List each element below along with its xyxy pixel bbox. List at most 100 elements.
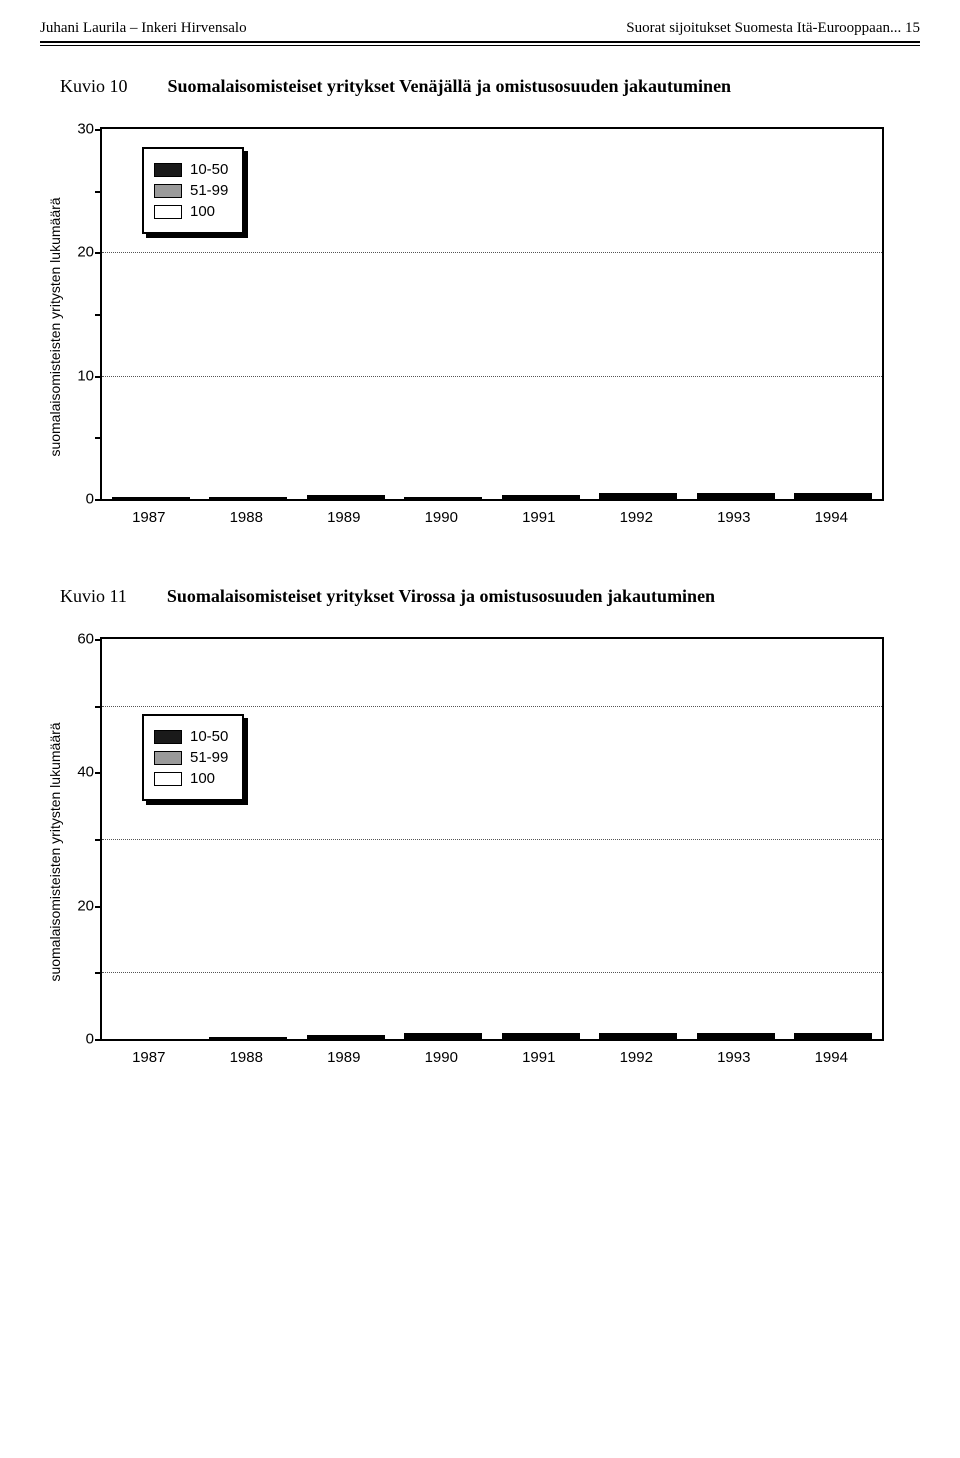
legend-swatch — [154, 730, 182, 744]
bar — [404, 1033, 482, 1039]
bar-segment-s1 — [404, 497, 482, 499]
chart1-title-row: Kuvio 10 Suomalaisomisteiset yritykset V… — [60, 76, 920, 97]
ytick-label: 60 — [62, 631, 94, 648]
legend-swatch — [154, 163, 182, 177]
legend-swatch — [154, 184, 182, 198]
bar — [209, 497, 287, 499]
gridline — [102, 376, 882, 377]
legend-label: 100 — [190, 203, 215, 220]
chart2-frame: 10-5051-99100 0204060 — [100, 637, 884, 1041]
xtick-label: 1994 — [792, 1049, 870, 1066]
chart2-plot — [102, 639, 882, 1039]
ytick-label: 20 — [62, 244, 94, 261]
chart-block-2: Kuvio 11 Suomalaisomisteiset yritykset V… — [40, 586, 920, 1066]
chart2-title: Suomalaisomisteiset yritykset Virossa ja… — [167, 586, 715, 607]
bar — [404, 497, 482, 499]
chart1-xaxis: 1987 1988 1989 1990 1991 1992 1993 1994 — [100, 509, 880, 526]
legend-label: 51-99 — [190, 749, 228, 766]
xtick-label: 1988 — [207, 509, 285, 526]
xtick-label: 1993 — [695, 509, 773, 526]
xtick-label: 1989 — [305, 509, 383, 526]
bar — [307, 495, 385, 499]
bar-segment-s1 — [404, 1037, 482, 1039]
header-left: Juhani Laurila – Inkeri Hirvensalo — [40, 20, 247, 37]
bar — [599, 493, 677, 499]
bar-segment-s1 — [599, 497, 677, 499]
chart2-kuvio-label: Kuvio 11 — [60, 586, 127, 607]
bar-segment-s1 — [209, 497, 287, 499]
chart2-legend: 10-50 51-99 100 — [142, 714, 244, 801]
legend-label: 51-99 — [190, 182, 228, 199]
gridline — [102, 706, 882, 707]
ytick-label: 30 — [62, 121, 94, 138]
bar-segment-s1 — [697, 1037, 775, 1039]
ytick-label: 0 — [62, 491, 94, 508]
xtick-label: 1987 — [110, 509, 188, 526]
bar — [697, 1033, 775, 1039]
gridline — [102, 972, 882, 973]
xtick-label: 1990 — [402, 509, 480, 526]
bar — [599, 1033, 677, 1039]
bar-segment-s1 — [599, 1037, 677, 1039]
header-right: Suorat sijoitukset Suomesta Itä-Eurooppa… — [626, 20, 920, 37]
legend-label: 10-50 — [190, 728, 228, 745]
header-rule-thin — [40, 45, 920, 46]
xtick-label: 1988 — [207, 1049, 285, 1066]
bar-segment-s1 — [307, 1037, 385, 1039]
ytick-label: 10 — [62, 367, 94, 384]
bar-segment-s1 — [502, 1037, 580, 1039]
bar — [502, 495, 580, 499]
chart-block-1: Kuvio 10 Suomalaisomisteiset yritykset V… — [40, 76, 920, 526]
chart2-y-label: suomalaisomisteisten yritysten lukumäärä — [47, 722, 63, 981]
legend-item: 10-50 — [154, 728, 228, 745]
chart1-y-label: suomalaisomisteisten yritysten lukumäärä — [47, 197, 63, 456]
xtick-label: 1991 — [500, 1049, 578, 1066]
bar-segment-s1 — [794, 1037, 872, 1039]
legend-item: 10-50 — [154, 161, 228, 178]
chart1-frame: 10-5051-99100 0102030 — [100, 127, 884, 501]
legend-item: 100 — [154, 770, 228, 787]
chart2-title-row: Kuvio 11 Suomalaisomisteiset yritykset V… — [60, 586, 920, 607]
bar — [794, 1033, 872, 1039]
xtick-label: 1993 — [695, 1049, 773, 1066]
xtick-label: 1992 — [597, 509, 675, 526]
legend-item: 51-99 — [154, 182, 228, 199]
bar-segment-s1 — [697, 497, 775, 499]
bar-segment-s1 — [209, 1037, 287, 1039]
legend-swatch — [154, 205, 182, 219]
legend-label: 10-50 — [190, 161, 228, 178]
chart2-xaxis: 1987 1988 1989 1990 1991 1992 1993 1994 — [100, 1049, 880, 1066]
bar-segment-s1 — [307, 497, 385, 499]
header-rule-thick — [40, 41, 920, 43]
chart2-outer: suomalaisomisteisten yritysten lukumäärä… — [100, 637, 920, 1066]
bar — [794, 493, 872, 499]
xtick-label: 1989 — [305, 1049, 383, 1066]
gridline — [102, 839, 882, 840]
ytick-label: 40 — [62, 764, 94, 781]
xtick-label: 1987 — [110, 1049, 188, 1066]
xtick-label: 1994 — [792, 509, 870, 526]
bar-segment-s1 — [502, 497, 580, 499]
legend-item: 51-99 — [154, 749, 228, 766]
gridline — [102, 252, 882, 253]
xtick-label: 1992 — [597, 1049, 675, 1066]
bar — [697, 493, 775, 499]
legend-item: 100 — [154, 203, 228, 220]
ytick-label: 20 — [62, 897, 94, 914]
page: Juhani Laurila – Inkeri Hirvensalo Suora… — [0, 0, 960, 1146]
page-header: Juhani Laurila – Inkeri Hirvensalo Suora… — [40, 20, 920, 37]
bar-segment-s1 — [794, 497, 872, 499]
chart1-legend: 10-50 51-99 100 — [142, 147, 244, 234]
chart1-outer: suomalaisomisteisten yritysten lukumäärä… — [100, 127, 920, 526]
chart1-kuvio-label: Kuvio 10 — [60, 76, 128, 97]
chart1-title: Suomalaisomisteiset yritykset Venäjällä … — [168, 76, 732, 97]
bar — [502, 1033, 580, 1039]
xtick-label: 1991 — [500, 509, 578, 526]
bar — [307, 1035, 385, 1039]
bar-segment-s1 — [112, 497, 190, 499]
bar — [209, 1037, 287, 1039]
legend-label: 100 — [190, 770, 215, 787]
xtick-label: 1990 — [402, 1049, 480, 1066]
legend-swatch — [154, 751, 182, 765]
bar — [112, 497, 190, 499]
